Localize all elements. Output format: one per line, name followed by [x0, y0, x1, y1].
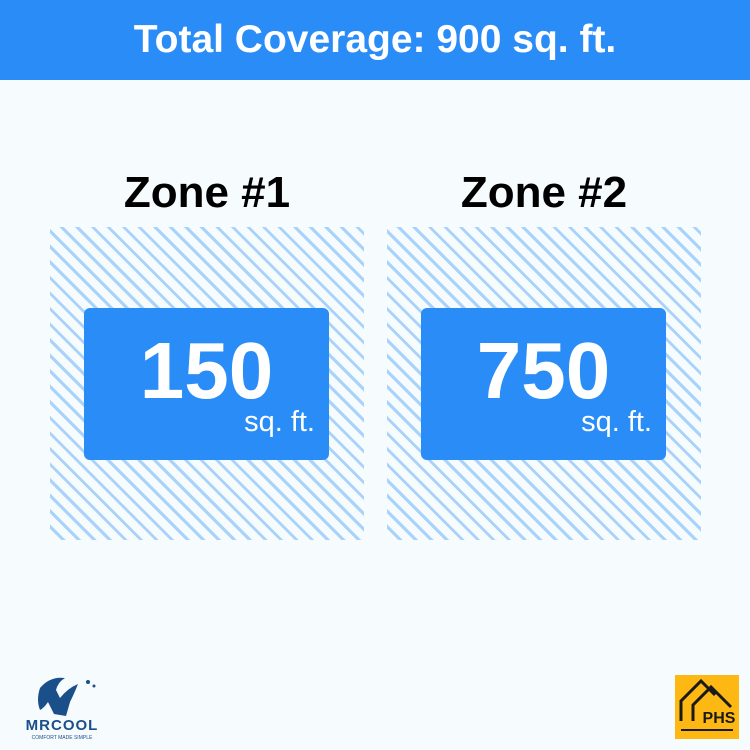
zone-1-title: Zone #1: [123, 168, 291, 217]
total-coverage-title: Total Coverage: 900 sq. ft.: [133, 18, 617, 61]
zone-2-unit: sq. ft.: [581, 406, 652, 438]
header-banner: Total Coverage: 900 sq. ft.: [0, 0, 750, 80]
mrcool-logo: MRCOOL COMFORT MADE SIMPLE: [26, 677, 99, 741]
svg-text:COMFORT MADE SIMPLE: COMFORT MADE SIMPLE: [32, 735, 93, 741]
zone-2-title: Zone #2: [460, 168, 628, 217]
zone-2-value: 750: [476, 326, 611, 415]
zone-2-card: 750 sq. ft.: [421, 308, 666, 460]
zone-1-value: 150: [139, 326, 274, 415]
zone-1-card: 150 sq. ft.: [84, 308, 329, 460]
svg-text:MRCOOL: MRCOOL: [26, 717, 99, 734]
phs-logo: PHS: [675, 675, 739, 739]
zone-1-unit: sq. ft.: [244, 406, 315, 438]
svg-text:PHS: PHS: [703, 710, 736, 727]
